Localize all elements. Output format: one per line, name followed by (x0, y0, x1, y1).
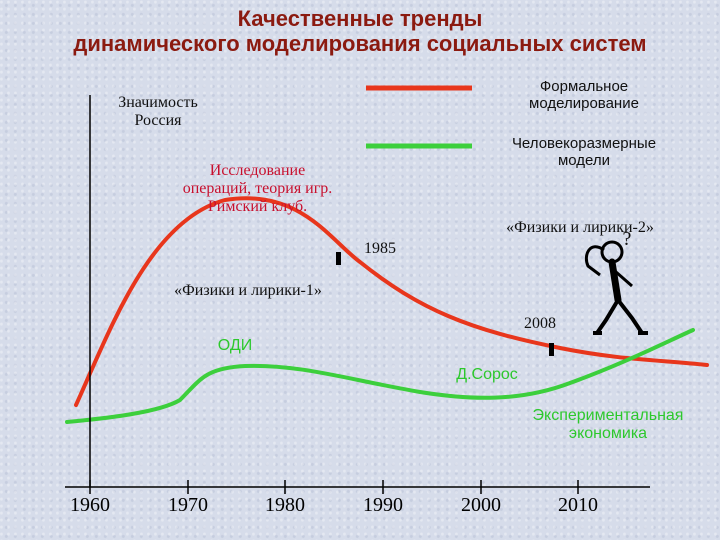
x-tick-label-1970: 1970 (168, 494, 208, 516)
annotation-physics-lyrics-2: «Физики и лирики-2» (506, 219, 654, 236)
legend-formal-line2: моделирование (529, 95, 639, 112)
legend-human-line1: Человекоразмерные (511, 135, 657, 152)
x-tick-label-2010: 2010 (558, 494, 598, 516)
annotation-operations-line1: Исследование (209, 162, 306, 179)
annotation-odi: ОДИ (217, 337, 253, 354)
annotation-year-2008: 2008 (524, 315, 556, 332)
annotation-physics-lyrics-1: «Физики и лирики-1» (174, 282, 322, 299)
chart-title-line2: динамического моделирования социальных с… (73, 31, 647, 56)
y-axis-label-line1: Значимость (118, 94, 198, 111)
y-axis-label-line2: Россия (134, 112, 182, 129)
annotation-year-1985: 1985 (364, 240, 396, 257)
marker-2008 (549, 343, 554, 356)
annotation-experimental-line1: Экспериментальная (532, 407, 684, 424)
annotation-operations-line3: Римский клуб. (207, 198, 308, 215)
x-tick-label-1980: 1980 (265, 494, 305, 516)
annotation-operations-line2: операций, теория игр. (182, 180, 333, 197)
marker-1985 (336, 252, 341, 265)
x-tick-label-2000: 2000 (461, 494, 501, 516)
annotation-soros: Д.Сорос (456, 366, 518, 383)
human-models-curve (65, 328, 695, 424)
x-tick-label-1960: 1960 (70, 494, 110, 516)
formal-modelling-curve (74, 196, 709, 407)
x-tick-label-1990: 1990 (363, 494, 403, 516)
legend-human-line2: модели (557, 152, 611, 169)
thinking-person-icon (584, 240, 648, 335)
annotation-experimental-line2: экономика (568, 425, 648, 442)
legend-formal-line1: Формальное (539, 78, 629, 95)
annotation-question-mark: ? (622, 228, 632, 250)
chart-title-line1: Качественные тренды (237, 6, 483, 31)
x-axis-ticks (89, 480, 579, 494)
